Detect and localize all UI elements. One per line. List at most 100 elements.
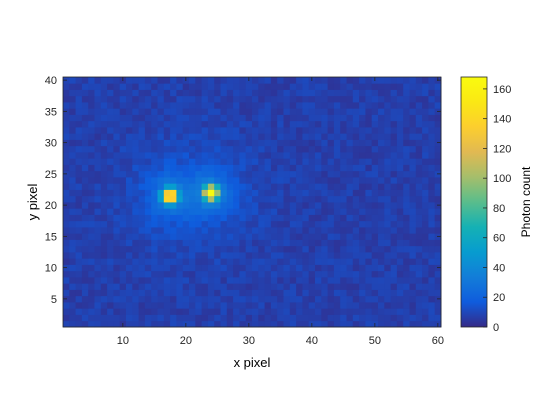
heatmap-cell [189,127,196,134]
heatmap-cell [144,177,152,184]
heatmap-cell [201,239,209,247]
heatmap-cell [214,308,221,315]
heatmap-cell [69,252,76,259]
heatmap-cell [107,120,114,128]
heatmap-cell [163,127,171,134]
heatmap-cell [403,295,410,303]
heatmap-cell [107,89,114,97]
heatmap-cell [207,152,215,159]
heatmap-cell [239,164,247,172]
heatmap-cell [189,283,196,290]
heatmap-cell [302,102,310,109]
heatmap-cell [220,145,228,153]
heatmap-cell [308,208,316,215]
heatmap-cell [428,145,436,153]
heatmap-cell [277,295,284,303]
heatmap-cell [252,189,259,197]
heatmap-cell [107,208,114,215]
heatmap-cell [176,83,184,90]
heatmap-cell [201,308,209,315]
heatmap-cell [69,145,76,153]
heatmap-cell [81,214,89,222]
heatmap-cell [252,252,259,259]
heatmap-cell [151,277,158,284]
heatmap-cell [371,177,379,184]
heatmap-cell [245,102,253,109]
heatmap-cell [182,214,190,222]
heatmap-cell [315,202,322,209]
heatmap-cell [63,220,70,228]
heatmap-cell [390,127,398,134]
heatmap-cell [283,189,291,197]
heatmap-cell [409,164,417,172]
heatmap-cell [214,302,221,309]
heatmap-cell [422,233,429,240]
heatmap-cell [270,145,278,153]
heatmap-cell [157,227,165,234]
heatmap-cell [396,139,404,147]
heatmap-cell [151,164,158,172]
heatmap-cell [138,208,146,215]
heatmap-cell [88,320,95,328]
heatmap-cell [296,202,303,209]
heatmap-cell [151,270,158,278]
heatmap-cell [176,283,184,290]
heatmap-cell [201,95,209,103]
heatmap-cell [151,177,158,184]
heatmap-cell [214,139,221,147]
heatmap-cell [63,227,70,234]
heatmap-cell [94,233,102,240]
y-tick-label: 35 [45,106,57,118]
heatmap-cell [252,295,259,303]
heatmap-cell [352,202,360,209]
heatmap-cell [378,108,385,115]
heatmap-cell [315,145,322,153]
heatmap-cell [327,83,335,90]
heatmap-cell [258,320,265,328]
heatmap-cell [415,133,423,140]
heatmap-cell [277,133,284,140]
heatmap-cell [258,120,265,128]
heatmap-cell [144,289,152,297]
heatmap-cell [352,102,360,109]
heatmap-cell [371,277,379,284]
heatmap-cell [100,133,108,140]
heatmap-cell [252,289,259,297]
heatmap-cell [289,283,297,290]
heatmap-cell [378,77,385,84]
heatmap-cell [195,289,202,297]
heatmap-cell [252,270,259,278]
heatmap-cell [163,227,171,234]
heatmap-cell [327,233,335,240]
heatmap-cell [365,195,373,203]
heatmap-cell [252,120,259,128]
heatmap-cell [94,108,102,115]
heatmap-cell [157,214,165,222]
heatmap-cell [327,283,335,290]
heatmap-cell [107,314,114,322]
heatmap-cell [264,208,272,215]
heatmap-cell [415,258,423,265]
heatmap-cell [207,195,215,203]
heatmap-cell [214,102,221,109]
heatmap-cell [258,127,265,134]
heatmap-cell [126,270,133,278]
heatmap-cell [359,270,366,278]
heatmap-cell [63,145,70,153]
heatmap-cell [94,195,102,203]
heatmap-cell [283,183,291,190]
heatmap-cell [277,183,284,190]
heatmap-cell [283,264,291,272]
x-tick-label: 50 [369,335,381,347]
heatmap-cell [195,195,202,203]
heatmap-cell [308,264,316,272]
heatmap-cell [296,214,303,222]
heatmap-cell [182,170,190,178]
heatmap-cell [321,133,328,140]
heatmap-cell [270,320,278,328]
heatmap-cell [226,208,234,215]
heatmap-cell [233,83,240,90]
heatmap-cell [415,214,423,222]
heatmap-cell [63,83,70,90]
